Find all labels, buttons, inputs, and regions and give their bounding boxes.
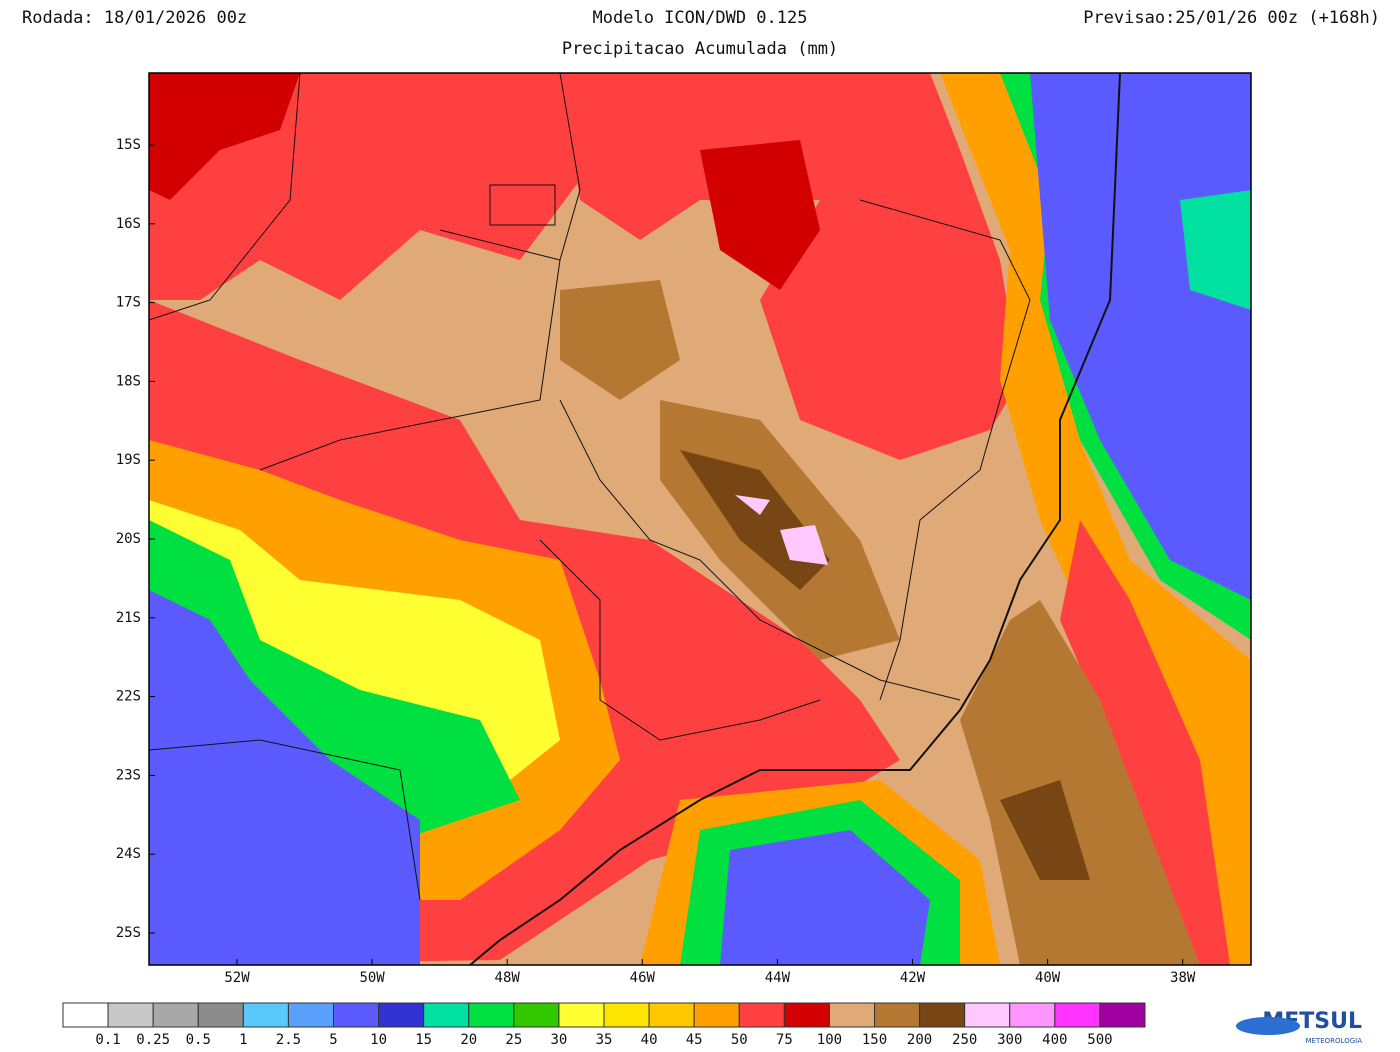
colorbar-label: 1 <box>239 1032 247 1048</box>
lat-label: 22S <box>116 689 141 705</box>
field <box>149 590 420 965</box>
colorbar-label: 45 <box>686 1032 703 1048</box>
field <box>960 600 1200 965</box>
lon-label: 44W <box>765 970 791 986</box>
lon-label: 50W <box>359 970 385 986</box>
field <box>735 495 828 565</box>
colorbar-box <box>152 1002 199 1028</box>
colorbar-label: 75 <box>776 1032 793 1048</box>
lon-label: 48W <box>495 970 521 986</box>
colorbar-box <box>828 1002 876 1028</box>
colorbar-label: 35 <box>596 1032 613 1048</box>
lon-label: 52W <box>224 970 250 986</box>
lon-label: 40W <box>1035 970 1061 986</box>
lon-label: 46W <box>630 970 656 986</box>
lon-label: 38W <box>1170 970 1196 986</box>
colorbar-label: 150 <box>862 1032 887 1048</box>
colorbar-label: 25 <box>505 1032 522 1048</box>
colorbar-box <box>197 1002 244 1028</box>
colorbar-box <box>1054 1002 1101 1028</box>
colorbar-box <box>513 1002 560 1028</box>
field <box>1180 190 1251 310</box>
field <box>720 830 930 965</box>
lat-label: 20S <box>116 531 141 547</box>
forecast-label: Previsao:25/01/26 00z (+168h) <box>1083 8 1380 28</box>
colorbar-box <box>378 1002 425 1028</box>
colorbar-label: 40 <box>641 1032 658 1048</box>
subtitle: Precipitacao Acumulada (mm) <box>562 39 838 59</box>
colorbar-box <box>558 1002 605 1028</box>
colorbar-label: 100 <box>817 1032 842 1048</box>
colorbar-box <box>242 1002 289 1028</box>
colorbar-box <box>107 1002 154 1028</box>
map-frame <box>148 72 1252 966</box>
logo-tagline: METEOROLOGIA <box>1306 1037 1363 1045</box>
colorbar-box <box>648 1002 695 1028</box>
colorbar-label: 500 <box>1087 1032 1112 1048</box>
colorbar-label: 10 <box>370 1032 387 1048</box>
colorbar-label: 5 <box>329 1032 337 1048</box>
colorbar-label: 0.5 <box>186 1032 211 1048</box>
colorbar-box <box>919 1002 966 1028</box>
colorbar-box <box>874 1002 921 1028</box>
coastline <box>469 72 1121 966</box>
colorbar-label: 20 <box>460 1032 477 1048</box>
lat-label: 15S <box>116 137 141 153</box>
colorbar-label: 50 <box>731 1032 748 1048</box>
lat-label: 21S <box>116 610 141 626</box>
run-label: Rodada: 18/01/2026 00z <box>22 8 247 28</box>
lat-label: 24S <box>116 846 141 862</box>
lat-label: 17S <box>116 295 141 311</box>
colorbar-box <box>468 1002 515 1028</box>
lon-label: 42W <box>900 970 926 986</box>
field <box>1000 780 1090 880</box>
lat-label: 23S <box>116 767 141 783</box>
colorbar-label: 0.1 <box>95 1032 120 1048</box>
colorbar-box <box>1009 1002 1056 1028</box>
colorbar-box <box>62 1002 109 1028</box>
model-label: Modelo ICON/DWD 0.125 <box>593 8 808 28</box>
colorbar-box <box>333 1002 380 1028</box>
colorbar-box <box>783 1002 830 1028</box>
colorbar-label: 300 <box>997 1032 1022 1048</box>
colorbar-box <box>423 1002 470 1028</box>
lat-label: 18S <box>116 373 141 389</box>
colorbar-box <box>287 1002 334 1028</box>
colorbar-label: 250 <box>952 1032 977 1048</box>
colorbar-label: 2.5 <box>276 1032 301 1048</box>
precip-map <box>149 73 1251 965</box>
colorbar-box <box>964 1002 1011 1028</box>
borders <box>148 72 1121 966</box>
colorbar-box <box>693 1002 740 1028</box>
colorbar-box <box>603 1002 650 1028</box>
colorbar-label: 30 <box>550 1032 567 1048</box>
colorbar-label: 15 <box>415 1032 432 1048</box>
colorbar-label: 200 <box>907 1032 932 1048</box>
field <box>149 73 300 200</box>
field <box>700 140 820 290</box>
colorbar-label: 400 <box>1042 1032 1067 1048</box>
state-borders <box>148 72 1031 901</box>
colorbar-label: 0.25 <box>136 1032 170 1048</box>
colorbar-box <box>1099 1002 1146 1028</box>
colorbar-box <box>738 1002 785 1028</box>
lat-label: 16S <box>116 216 141 232</box>
field <box>1060 520 1230 965</box>
logo-icon <box>1236 1017 1300 1035</box>
lat-label: 25S <box>116 925 141 941</box>
lat-label: 19S <box>116 452 141 468</box>
